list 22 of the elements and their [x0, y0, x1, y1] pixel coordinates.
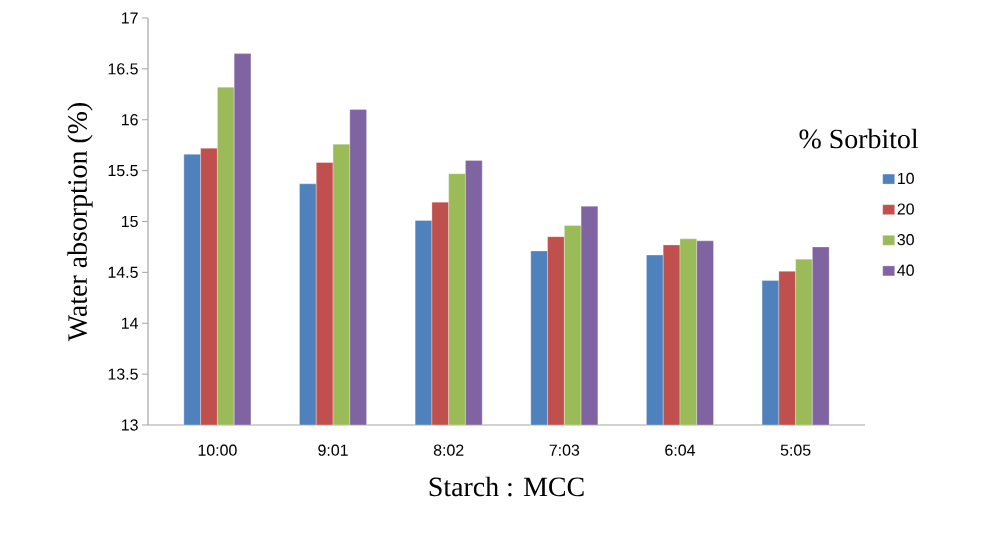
- y-tick-label: 14: [121, 317, 139, 329]
- x-tick-label: 6:04: [665, 444, 696, 456]
- y-tick-label: 13: [121, 419, 138, 431]
- y-tick-label: 15: [121, 215, 138, 228]
- x-tick-label: 8:02: [433, 444, 464, 456]
- legend-label: 10: [898, 172, 914, 185]
- x-tick-label: 5:05: [780, 444, 811, 456]
- y-tick-label: 17: [121, 12, 138, 24]
- x-tick-label: 7:03: [549, 444, 580, 456]
- y-tick-label: 14.5: [108, 266, 138, 278]
- y-tick-label: 13.5: [108, 368, 138, 380]
- x-axis-title: Starch : MCC: [429, 476, 584, 497]
- legend-label: 30: [897, 233, 914, 246]
- x-tick-label: 9:01: [318, 444, 348, 456]
- y-tick-label: 15.5: [108, 165, 138, 177]
- y-tick-label: 16: [121, 114, 138, 126]
- legend-title: % Sorbitol: [799, 128, 919, 149]
- legend-label: 40: [897, 264, 914, 276]
- legend-label: 20: [897, 203, 914, 215]
- x-tick-label: 10:00: [198, 444, 237, 456]
- y-tick-label: 16.5: [108, 63, 138, 75]
- y-axis-title: Water absorption (%): [67, 103, 93, 342]
